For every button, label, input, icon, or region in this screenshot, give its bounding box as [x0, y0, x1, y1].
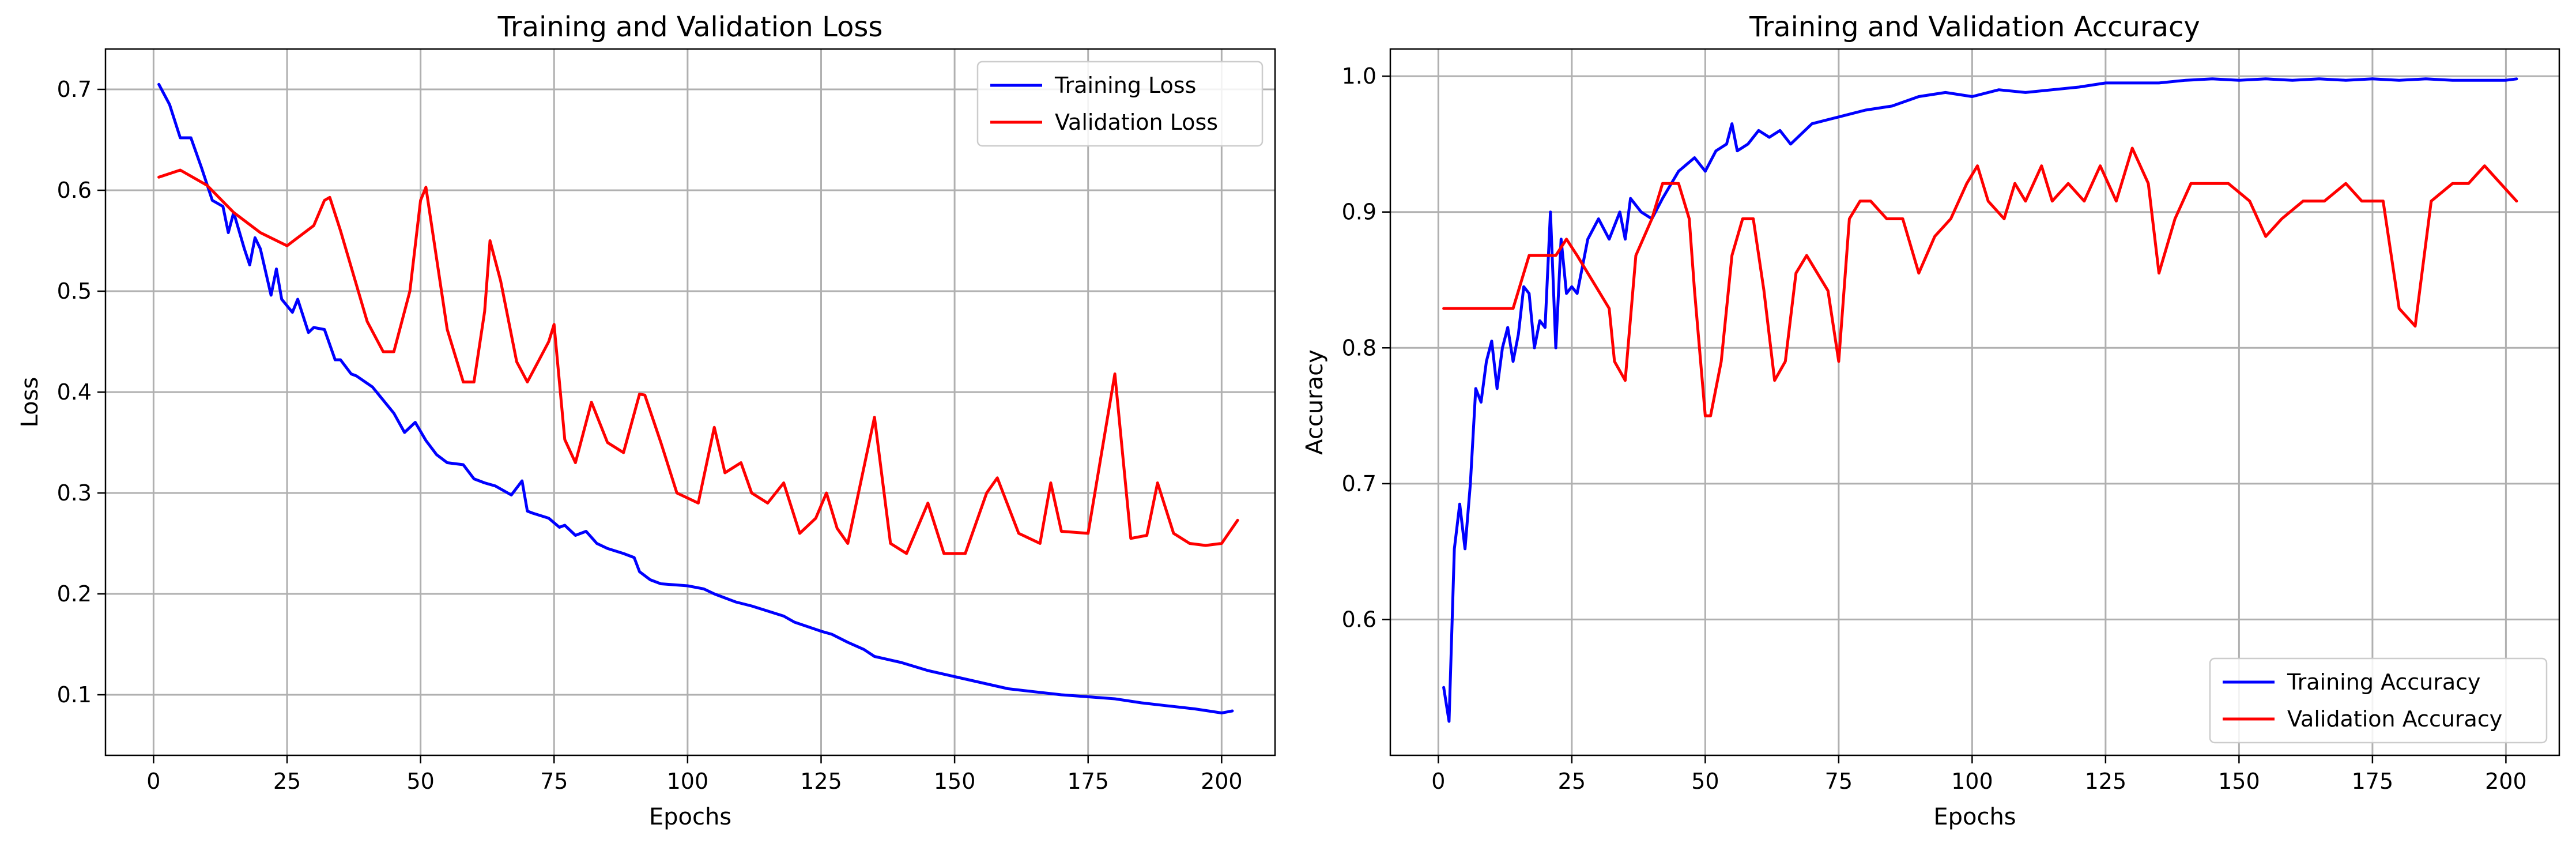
accuracy-x-tick-label: 125	[2085, 769, 2127, 794]
validation-loss-line	[157, 168, 1239, 555]
loss-x-axis-label: Epochs	[649, 804, 731, 830]
accuracy-ticks: 0 25 50 75 100 125 150 175 200 0.6 0.7 0.8 0.9 1.0	[1342, 63, 2527, 794]
loss-ticks: 0 25 50 75 100 125 150 175 200 0.1 0.2 0.3 0.4 0.5 0.6…	[57, 77, 1243, 794]
loss-y-tick-label: 0.1	[57, 682, 92, 707]
loss-x-tick-label: 125	[800, 769, 842, 794]
loss-chart: 0 25 50 75 100 125 150 175 200 0.1 0.2 0.3 0.4 0.5 0.6…	[17, 11, 1276, 830]
loss-series-layer	[157, 82, 1239, 714]
accuracy-legend: Training Accuracy Validation Accuracy	[2209, 657, 2548, 744]
loss-x-tick-label: 25	[273, 769, 301, 794]
accuracy-legend-box	[2209, 657, 2548, 744]
loss-x-tick-label: 175	[1067, 769, 1109, 794]
accuracy-x-tick-label: 175	[2352, 769, 2394, 794]
loss-plot-frame	[104, 48, 1276, 756]
training-loss-line	[157, 82, 1234, 714]
validation-accuracy-legend-label: Validation Accuracy	[2287, 706, 2502, 732]
loss-x-tick-label: 100	[667, 769, 709, 794]
loss-y-axis-label: Loss	[17, 377, 43, 428]
accuracy-chart: 0 25 50 75 100 125 150 175 200 0.6 0.7 0.8 0.9 1.0 Tr…	[1302, 11, 2560, 830]
accuracy-x-axis-label: Epochs	[1933, 804, 2016, 830]
loss-x-tick-label: 0	[146, 769, 160, 794]
training-accuracy-legend-label: Training Accuracy	[2287, 669, 2481, 695]
accuracy-x-tick-label: 0	[1431, 769, 1445, 794]
loss-y-tick-label: 0.7	[57, 77, 92, 102]
accuracy-grid	[1390, 49, 2559, 755]
validation-loss-legend-label: Validation Loss	[1055, 110, 1218, 135]
loss-x-tick-label: 150	[934, 769, 976, 794]
loss-y-tick-label: 0.6	[57, 178, 92, 203]
validation-accuracy-line	[1442, 146, 2518, 417]
training-loss-legend-label: Training Loss	[1054, 73, 1196, 98]
accuracy-plot-frame	[1389, 48, 2560, 756]
loss-x-tick-label: 200	[1201, 769, 1243, 794]
accuracy-y-tick-label: 0.6	[1342, 607, 1376, 632]
accuracy-x-tick-label: 100	[1951, 769, 1993, 794]
accuracy-series-layer	[1442, 77, 2518, 723]
accuracy-x-tick-label: 75	[1825, 769, 1853, 794]
loss-y-tick-label: 0.3	[57, 480, 92, 506]
accuracy-y-tick-label: 0.8	[1342, 335, 1376, 360]
accuracy-x-tick-label: 50	[1691, 769, 1719, 794]
training-accuracy-line	[1442, 77, 2518, 723]
loss-y-tick-label: 0.2	[57, 581, 92, 607]
accuracy-x-tick-label: 25	[1558, 769, 1586, 794]
accuracy-y-tick-label: 1.0	[1342, 63, 1376, 89]
loss-legend: Training Loss Validation Loss	[976, 61, 1264, 147]
accuracy-y-tick-label: 0.9	[1342, 199, 1376, 225]
loss-x-tick-label: 75	[540, 769, 568, 794]
accuracy-chart-title: Training and Validation Accuracy	[1749, 11, 2200, 43]
loss-grid	[105, 49, 1275, 755]
accuracy-y-axis-label: Accuracy	[1302, 349, 1328, 455]
accuracy-y-tick-label: 0.7	[1342, 471, 1376, 496]
loss-x-tick-label: 50	[406, 769, 434, 794]
loss-y-tick-label: 0.4	[57, 379, 92, 405]
loss-y-tick-label: 0.5	[57, 278, 92, 304]
accuracy-x-tick-label: 200	[2485, 769, 2527, 794]
accuracy-x-tick-label: 150	[2218, 769, 2260, 794]
loss-legend-box	[976, 61, 1264, 147]
loss-chart-title: Training and Validation Loss	[497, 11, 883, 43]
